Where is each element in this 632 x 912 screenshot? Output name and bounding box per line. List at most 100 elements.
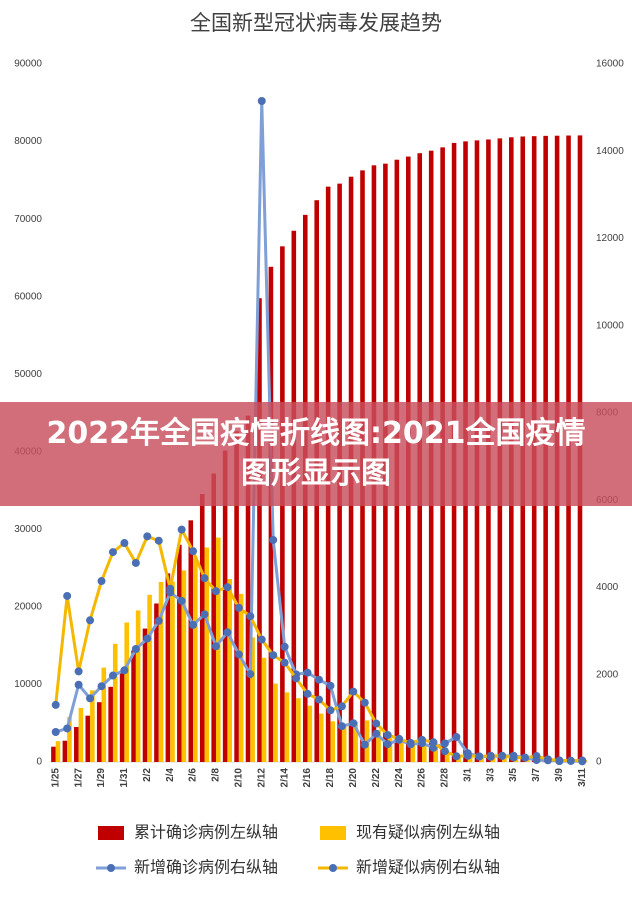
marker <box>475 752 484 761</box>
bar <box>131 650 136 762</box>
legend-marker <box>107 864 115 872</box>
bar <box>284 692 290 762</box>
bar <box>74 726 79 762</box>
marker <box>143 634 152 643</box>
marker <box>143 532 152 541</box>
marker <box>463 751 472 760</box>
y-tick-label: 10000 <box>14 679 42 690</box>
marker <box>74 680 83 689</box>
bar <box>330 721 336 762</box>
legend-label: 现有疑似病例左纵轴 <box>356 823 500 842</box>
x-tick-label: 2/14 <box>279 768 290 788</box>
marker <box>131 645 140 654</box>
marker <box>543 755 552 764</box>
marker <box>177 596 186 605</box>
marker <box>223 628 232 637</box>
bar <box>62 740 68 762</box>
y2-tick-label: 12000 <box>596 233 624 244</box>
bar <box>215 537 221 762</box>
bar <box>181 570 187 762</box>
legend-marker <box>329 864 337 872</box>
bar <box>204 547 210 762</box>
marker <box>234 650 243 659</box>
x-tick-label: 2/22 <box>371 768 382 788</box>
bar <box>90 690 95 762</box>
bar <box>108 686 113 762</box>
y-tick-label: 60000 <box>14 291 42 302</box>
x-tick-label: 2/18 <box>325 768 336 788</box>
marker <box>86 616 95 625</box>
x-tick-label: 2/12 <box>256 768 267 788</box>
legend-label: 新增确诊病例右纵轴 <box>134 858 278 877</box>
marker <box>303 689 312 698</box>
bar <box>78 707 84 762</box>
bar <box>238 593 244 762</box>
bar <box>124 622 129 762</box>
x-tick-label: 3/9 <box>554 768 565 782</box>
x-tick-label: 3/5 <box>508 768 519 782</box>
x-tick-label: 2/10 <box>234 768 245 788</box>
marker <box>154 536 163 545</box>
bar <box>147 594 152 762</box>
marker <box>166 584 175 593</box>
bar <box>119 670 125 762</box>
bar <box>245 415 251 762</box>
marker <box>360 698 369 707</box>
marker <box>257 635 266 644</box>
legend-label: 新增疑似病例右纵轴 <box>356 858 500 877</box>
bar <box>177 544 182 762</box>
bar <box>142 628 148 762</box>
bar <box>273 683 278 762</box>
marker <box>97 682 106 691</box>
banner: 2022年全国疫情折线图:2021全国疫情图形显示图 <box>0 402 632 506</box>
banner-text: 2022年全国疫情折线图:2021全国疫情图形显示图 <box>46 416 586 491</box>
marker <box>189 547 198 556</box>
x-tick-label: 2/26 <box>417 768 428 788</box>
bar <box>444 751 450 762</box>
bar <box>410 742 416 762</box>
legend-swatch <box>98 826 124 840</box>
marker <box>97 577 106 586</box>
bar <box>319 713 324 762</box>
bar <box>199 494 205 762</box>
marker <box>280 642 289 651</box>
x-tick-label: 2/4 <box>165 768 176 782</box>
marker <box>360 740 369 749</box>
x-tick-label: 1/31 <box>119 768 130 788</box>
y-tick-label: 20000 <box>14 602 42 613</box>
x-tick-label: 2/16 <box>302 768 313 788</box>
marker <box>349 687 358 696</box>
bar <box>502 757 507 762</box>
bar <box>433 744 439 762</box>
marker <box>269 651 278 660</box>
marker <box>189 620 198 629</box>
y2-tick-label: 2000 <box>596 669 619 680</box>
bar <box>51 746 56 762</box>
marker <box>326 681 335 690</box>
marker <box>578 756 587 765</box>
marker <box>532 752 541 761</box>
bar <box>268 266 274 762</box>
bar <box>222 450 228 762</box>
bar <box>188 520 194 762</box>
bar <box>250 637 255 762</box>
x-tick-label: 1/29 <box>96 768 107 788</box>
marker <box>74 667 83 676</box>
marker <box>521 753 530 762</box>
marker <box>51 727 60 736</box>
marker <box>63 591 72 600</box>
marker <box>452 733 461 742</box>
marker <box>326 706 335 715</box>
bar <box>387 735 393 762</box>
bar <box>227 579 233 762</box>
x-tick-label: 2/20 <box>348 768 359 788</box>
marker <box>315 675 323 684</box>
marker <box>383 730 392 739</box>
marker <box>131 558 140 567</box>
y2-tick-label: 14000 <box>596 146 624 157</box>
y-tick-label: 70000 <box>14 214 42 225</box>
marker <box>303 668 312 677</box>
legend-label: 累计确诊病例左纵轴 <box>134 823 278 842</box>
marker <box>154 616 163 625</box>
marker <box>200 574 209 583</box>
